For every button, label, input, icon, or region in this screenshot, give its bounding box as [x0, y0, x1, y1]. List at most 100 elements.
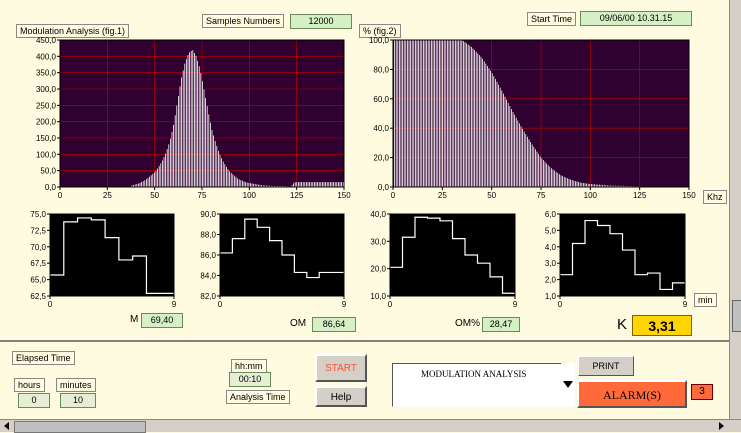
small-4-xtick-label: 9 [683, 300, 688, 309]
small-2-ytick-label: 88,0 [200, 231, 216, 240]
small-1-ytick-label: 72,5 [30, 226, 46, 235]
hhmm-label: hh:mm [231, 359, 267, 373]
small-4-ytick-label: 5,0 [545, 226, 557, 235]
alarm-button[interactable]: ALARM(S) [577, 380, 687, 408]
small-4-ytick-label: 6,0 [545, 210, 557, 219]
fig1-histogram-xtick-label: 25 [103, 191, 112, 200]
fig2-percent-ytick-label: 60,0 [373, 95, 389, 104]
k-label: K [617, 316, 627, 333]
fig1-histogram-xtick-label: 0 [58, 191, 63, 200]
small-1-ytick-label: 75,0 [30, 210, 46, 219]
fig1-histogram-ytick-label: 50,0 [40, 167, 56, 176]
fig2-percent-chart: 0,0 20,0 40,0 60,0 80,0 100,0 0 25 50 75 100 125 150 [369, 36, 696, 200]
small-2-chart: 82,0 84,0 86,0 88,0 90,0 0 9 [200, 210, 346, 309]
small-4-ytick-label: 2,0 [545, 276, 557, 285]
scroll-left-icon[interactable] [2, 421, 12, 431]
fig1-histogram-xtick-label: 75 [198, 191, 207, 200]
hours-field[interactable]: 0 [18, 393, 50, 408]
fig1-histogram-chart: 0,0 50,0 100,0 150,0 200,0 250,0 300,0 350,0 400… [36, 36, 351, 200]
small-2-ytick-label: 84,0 [200, 272, 216, 281]
fig2-percent-xtick-label: 75 [537, 191, 546, 200]
small-1-ytick-label: 62,5 [30, 292, 46, 301]
small-3-ytick-label: 30,0 [370, 237, 386, 246]
small-3-xtick-label: 9 [513, 300, 518, 309]
min-unit: min [694, 293, 717, 307]
small-2-xtick-label: 9 [342, 300, 347, 309]
fig2-percent-ytick-label: 0,0 [378, 183, 390, 192]
om-pct-label: OM% [455, 318, 480, 329]
scroll-right-icon[interactable] [716, 421, 726, 431]
fig1-histogram-ytick-label: 400,0 [36, 52, 57, 61]
small-3-ytick-label: 10,0 [370, 292, 386, 301]
small-4-plot-area [560, 214, 685, 296]
fig1-histogram-xtick-label: 125 [290, 191, 304, 200]
om-label: OM [290, 318, 306, 329]
fig2-percent-ytick-label: 100,0 [369, 36, 390, 45]
mode-select[interactable]: MODULATION ANALYSIS [392, 363, 574, 407]
small-1-ytick-label: 70,0 [30, 243, 46, 252]
fig1-histogram-ytick-label: 300,0 [36, 85, 57, 94]
fig2-percent-ytick-label: 20,0 [373, 154, 389, 163]
fig1-histogram-xtick-label: 100 [243, 191, 257, 200]
alarm-count: 3 [691, 384, 713, 400]
small-2-ytick-label: 86,0 [200, 251, 216, 260]
fig2-percent-xtick-label: 50 [487, 191, 496, 200]
fig1-histogram-ytick-label: 250,0 [36, 101, 57, 110]
dropdown-arrow-icon[interactable] [561, 363, 575, 407]
small-1-ytick-label: 67,5 [30, 259, 46, 268]
fig1-histogram-xtick-label: 50 [150, 191, 159, 200]
fig2-percent-xtick-label: 100 [584, 191, 598, 200]
fig2-percent-xtick-label: 150 [682, 191, 696, 200]
fig1-histogram-xtick-label: 150 [337, 191, 351, 200]
print-button[interactable]: PRINT [578, 356, 634, 376]
small-4-ytick-label: 1,0 [545, 292, 557, 301]
analysis-time-label: Analysis Time [226, 390, 290, 404]
fig2-percent-xtick-label: 25 [438, 191, 447, 200]
minutes-label: minutes [56, 378, 96, 392]
om-pct-value: 28,47 [482, 317, 520, 332]
small-3-ytick-label: 20,0 [370, 265, 386, 274]
small-4-xtick-label: 0 [558, 300, 563, 309]
small-1-ytick-label: 65,0 [30, 276, 46, 285]
charts-svg: 0,050,0100,0150,0200,0250,0300,0350,0400… [0, 0, 741, 330]
horizontal-scroll-thumb[interactable] [14, 421, 146, 433]
small-4-ytick-label: 4,0 [545, 243, 557, 252]
vertical-scrollbar[interactable] [729, 0, 741, 420]
small-4-chart: 1,0 2,0 3,0 4,0 5,0 6,0 0 9 [545, 210, 688, 309]
small-1-chart: 62,5 65,0 67,5 70,0 72,5 75,0 0 9 [30, 210, 176, 309]
small-3-ytick-label: 40,0 [370, 210, 386, 219]
small-2-xtick-label: 0 [218, 300, 223, 309]
small-1-xtick-label: 0 [48, 300, 53, 309]
k-value: 3,31 [632, 315, 692, 336]
fig1-histogram-ytick-label: 0,0 [45, 183, 57, 192]
horizontal-scrollbar[interactable] [0, 419, 741, 432]
small-2-ytick-label: 90,0 [200, 210, 216, 219]
hours-label: hours [14, 378, 45, 392]
om-value: 86,64 [312, 317, 356, 332]
minutes-field[interactable]: 10 [60, 393, 96, 408]
analysis-time-field[interactable]: 00:10 [229, 372, 271, 387]
mode-select-value: MODULATION ANALYSIS [393, 364, 573, 379]
fig2-percent-ytick-label: 80,0 [373, 65, 389, 74]
m-value: 69,40 [141, 313, 183, 328]
small-2-ytick-label: 82,0 [200, 292, 216, 301]
elapsed-time-label: Elapsed Time [12, 351, 75, 365]
fig2-percent-xtick-label: 125 [633, 191, 647, 200]
fig2-percent-ytick-label: 40,0 [373, 124, 389, 133]
small-1-plot-area [50, 214, 174, 296]
small-4-ytick-label: 3,0 [545, 259, 557, 268]
fig1-histogram-ytick-label: 150,0 [36, 134, 57, 143]
fig2-percent-xtick-label: 0 [391, 191, 396, 200]
m-label: M [130, 314, 138, 325]
vertical-scroll-thumb[interactable] [732, 300, 741, 332]
khz-unit: Khz [703, 190, 727, 204]
small-1-xtick-label: 9 [172, 300, 177, 309]
fig1-histogram-ytick-label: 350,0 [36, 69, 57, 78]
help-button[interactable]: Help [315, 386, 367, 407]
fig1-histogram-ytick-label: 450,0 [36, 36, 57, 45]
separator [0, 340, 741, 342]
fig1-histogram-ytick-label: 100,0 [36, 150, 57, 159]
fig1-histogram-ytick-label: 200,0 [36, 118, 57, 127]
start-button[interactable]: START [315, 354, 367, 382]
